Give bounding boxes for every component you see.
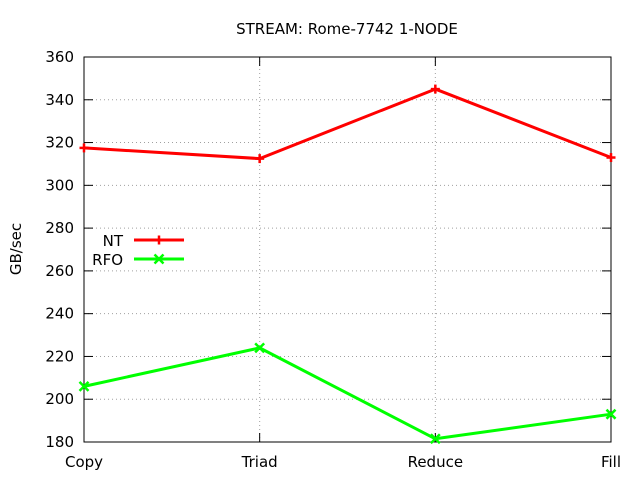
series-lines (78, 84, 617, 445)
data-point-rfo (605, 408, 617, 420)
data-point-nt (430, 84, 440, 94)
data-point-nt (606, 153, 616, 163)
y-tick-label: 240 (45, 305, 74, 323)
series-line-nt (83, 87, 612, 161)
x-tick-label: Fill (601, 453, 621, 471)
legend-marker-rfo (153, 253, 165, 265)
data-point-nt (255, 154, 265, 164)
y-tick-label: 300 (45, 176, 74, 194)
chart-title: STREAM: Rome-7742 1-NODE (236, 20, 458, 38)
y-tick-label: 340 (45, 91, 74, 109)
y-tick-label: 260 (45, 262, 74, 280)
data-point-nt (79, 143, 89, 153)
data-point-rfo (78, 381, 90, 392)
y-tick-label: 220 (45, 347, 74, 365)
x-axis-ticks: Copy Triad Reduce Fill (65, 57, 621, 471)
y-tick-label: 280 (45, 219, 74, 237)
legend-label-rfo: RFO (92, 251, 123, 269)
legend-marker-nt (154, 235, 164, 245)
y-tick-label: 200 (45, 390, 74, 408)
data-point-rfo (429, 433, 441, 445)
series-line-rfo (83, 346, 612, 441)
y-tick-label: 180 (45, 433, 74, 451)
plot-frame (83, 56, 612, 443)
y-tick-label: 320 (45, 134, 74, 152)
grid-lines (84, 57, 611, 442)
x-tick-label: Reduce (408, 453, 463, 471)
y-axis-label: GB/sec (7, 223, 25, 275)
legend-label-nt: NT (103, 232, 124, 250)
y-tick-label: 360 (45, 48, 74, 66)
x-tick-label: Triad (241, 453, 278, 471)
x-tick-label: Copy (65, 453, 103, 471)
y-axis-ticks: 180 200 220 240 260 280 300 320 340 360 (45, 48, 611, 451)
data-point-rfo (254, 342, 266, 354)
